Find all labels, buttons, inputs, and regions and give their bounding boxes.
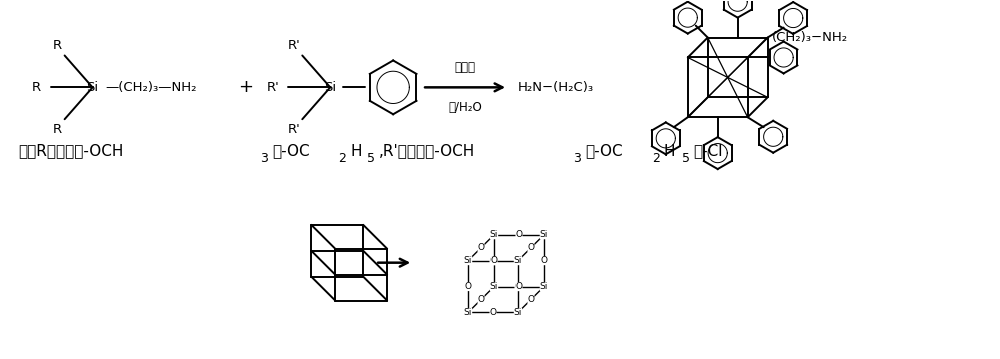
Text: +: + <box>238 78 253 96</box>
Text: 或-Cl: 或-Cl <box>694 144 723 159</box>
Text: 或-OC: 或-OC <box>272 144 310 159</box>
Text: R': R' <box>288 39 301 52</box>
Text: H₂N−(H₂C)₃: H₂N−(H₂C)₃ <box>518 81 594 94</box>
Text: R: R <box>53 39 62 52</box>
Text: (CH₂)₃−NH₂: (CH₂)₃−NH₂ <box>772 31 848 44</box>
Text: 式中R基团代表-OCH: 式中R基团代表-OCH <box>19 144 124 159</box>
Text: 3: 3 <box>260 151 268 164</box>
Text: R: R <box>53 123 62 136</box>
Text: R': R' <box>267 81 280 94</box>
Text: 催化剂: 催化剂 <box>455 61 476 74</box>
Text: O: O <box>527 295 534 304</box>
Text: O: O <box>527 243 534 252</box>
Text: Si: Si <box>514 308 522 317</box>
Text: O: O <box>491 256 498 265</box>
Text: O: O <box>465 282 472 291</box>
Text: Si: Si <box>490 230 498 239</box>
Text: Si: Si <box>490 282 498 291</box>
Text: Si: Si <box>514 256 522 265</box>
Text: Si: Si <box>540 282 548 291</box>
Text: Si: Si <box>464 256 472 265</box>
Text: O: O <box>540 256 547 265</box>
Text: Si: Si <box>324 81 336 94</box>
Text: R': R' <box>288 123 301 136</box>
Text: H: H <box>664 144 675 159</box>
Text: O: O <box>490 256 497 265</box>
Text: O: O <box>514 282 521 291</box>
Text: R: R <box>32 81 41 94</box>
Text: 醇/H₂O: 醇/H₂O <box>448 101 482 114</box>
Text: H: H <box>350 144 362 159</box>
Text: 5: 5 <box>682 151 690 164</box>
Text: Si: Si <box>540 230 548 239</box>
Text: O: O <box>478 243 485 252</box>
Text: O: O <box>478 295 485 304</box>
Text: Si: Si <box>87 81 99 94</box>
Text: 5: 5 <box>367 151 375 164</box>
Text: 3: 3 <box>573 151 581 164</box>
Text: Si: Si <box>464 308 472 317</box>
Text: O: O <box>515 230 522 239</box>
Text: 2: 2 <box>652 151 660 164</box>
Text: ,R'基团代表-OCH: ,R'基团代表-OCH <box>379 144 475 159</box>
Text: —(CH₂)₃—NH₂: —(CH₂)₃—NH₂ <box>106 81 197 94</box>
Text: 、-OC: 、-OC <box>585 144 623 159</box>
Text: O: O <box>490 308 497 317</box>
Text: 2: 2 <box>338 151 346 164</box>
Text: O: O <box>515 282 522 291</box>
